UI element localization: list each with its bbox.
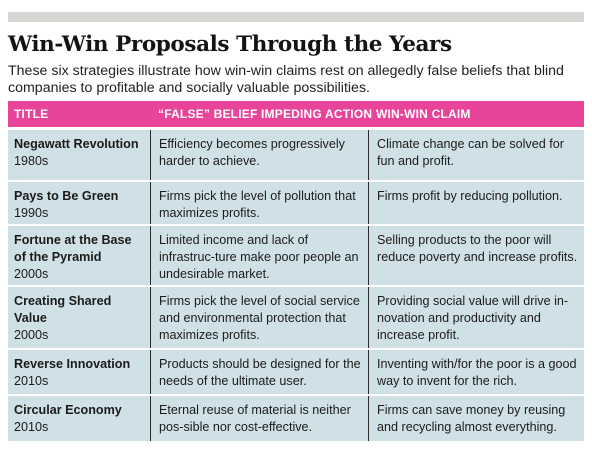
title-cell: Fortune at the Base of the Pyramid 2000s: [8, 226, 150, 285]
belief-cell: Firms pick the level of pollution that m…: [150, 182, 368, 224]
title-cell: Pays to Be Green 1990s: [8, 182, 150, 224]
table-row: Pays to Be Green 1990s Firms pick the le…: [8, 182, 584, 224]
claim-cell: Selling products to the poor will reduce…: [368, 226, 584, 285]
belief-cell: Products should be designed for the need…: [150, 350, 368, 394]
belief-cell: Efficiency becomes progressively harder …: [150, 130, 368, 180]
table-row: Reverse Innovation 2010s Products should…: [8, 350, 584, 394]
column-header-belief: “FALSE” BELIEF IMPEDING ACTION: [158, 107, 373, 121]
belief-cell: Eternal reuse of material is neither pos…: [150, 396, 368, 441]
belief-cell: Firms pick the level of social service a…: [150, 287, 368, 348]
proposal-decade: 2010s: [14, 374, 49, 388]
title-cell: Creating Shared Value 2000s: [8, 287, 150, 348]
proposal-name: Circular Economy: [14, 403, 122, 417]
proposal-name: Creating Shared Value: [14, 294, 112, 325]
proposal-name: Pays to Be Green: [14, 189, 119, 203]
proposal-decade: 2000s: [14, 328, 49, 342]
claim-cell: Providing social value will drive in-nov…: [368, 287, 584, 348]
page-title: Win-Win Proposals Through the Years: [8, 32, 452, 57]
table-row: Circular Economy 2010s Eternal reuse of …: [8, 396, 584, 441]
claim-cell: Climate change can be solved for fun and…: [368, 130, 584, 180]
page-subtitle: These six strategies illustrate how win-…: [8, 63, 564, 96]
proposal-decade: 2000s: [14, 267, 49, 281]
top-rule: [8, 12, 584, 22]
proposal-name: Fortune at the Base of the Pyramid: [14, 233, 132, 264]
title-cell: Negawatt Revolution 1980s: [8, 130, 150, 180]
claim-cell: Firms profit by reducing pollution.: [368, 182, 584, 224]
title-cell: Circular Economy 2010s: [8, 396, 150, 441]
proposal-decade: 1980s: [14, 154, 49, 168]
table-header: TITLE “FALSE” BELIEF IMPEDING ACTION WIN…: [8, 101, 584, 127]
table-row: Fortune at the Base of the Pyramid 2000s…: [8, 226, 584, 285]
proposal-name: Negawatt Revolution: [14, 137, 139, 151]
table-row: Negawatt Revolution 1980s Efficiency bec…: [8, 130, 584, 180]
title-cell: Reverse Innovation 2010s: [8, 350, 150, 394]
claim-cell: Inventing with/for the poor is a good wa…: [368, 350, 584, 394]
claim-cell: Firms can save money by reusing and recy…: [368, 396, 584, 441]
proposals-table: TITLE “FALSE” BELIEF IMPEDING ACTION WIN…: [8, 101, 584, 448]
belief-cell: Limited income and lack of infrastruc-tu…: [150, 226, 368, 285]
column-header-claim: WIN-WIN CLAIM: [376, 107, 471, 121]
proposal-decade: 1990s: [14, 206, 49, 220]
table-row: Creating Shared Value 2000s Firms pick t…: [8, 287, 584, 348]
proposal-decade: 2010s: [14, 420, 49, 434]
column-header-title: TITLE: [14, 107, 49, 121]
proposal-name: Reverse Innovation: [14, 357, 131, 371]
